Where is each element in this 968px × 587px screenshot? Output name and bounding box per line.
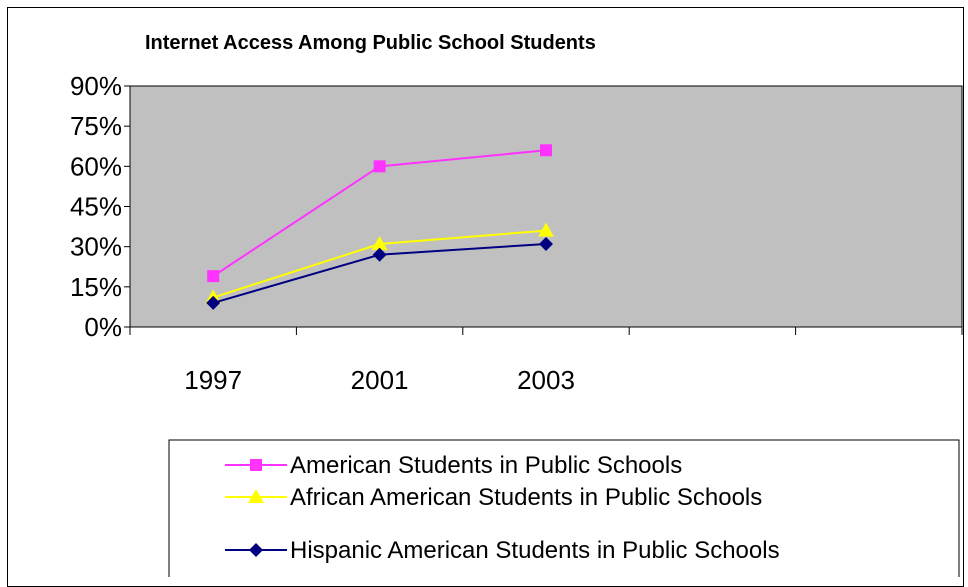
legend-marker <box>250 459 262 471</box>
legend-label: African American Students in Public Scho… <box>290 484 762 511</box>
legend-item-2: African American Students in Public Scho… <box>225 484 762 511</box>
y-tick-label: 60% <box>70 151 122 181</box>
y-tick-label: 30% <box>70 232 122 262</box>
legend-item-3: Hispanic American Students in Public Sch… <box>225 537 780 564</box>
legend-label: American Students in Public Schools <box>290 452 682 479</box>
y-tick-label: 90% <box>70 71 122 101</box>
y-tick-label: 75% <box>70 111 122 141</box>
y-tick-label: 45% <box>70 192 122 222</box>
data-point <box>540 144 552 156</box>
x-tick-label: 1997 <box>184 365 242 395</box>
data-point <box>207 270 219 282</box>
x-tick-label: 2003 <box>517 365 575 395</box>
data-point <box>374 160 386 172</box>
y-tick-label: 15% <box>70 272 122 302</box>
legend-label: Hispanic American Students in Public Sch… <box>290 537 780 564</box>
x-tick-label: 2001 <box>351 365 409 395</box>
y-tick-label: 0% <box>84 312 122 342</box>
legend-item-1: American Students in Public Schools <box>225 452 682 479</box>
